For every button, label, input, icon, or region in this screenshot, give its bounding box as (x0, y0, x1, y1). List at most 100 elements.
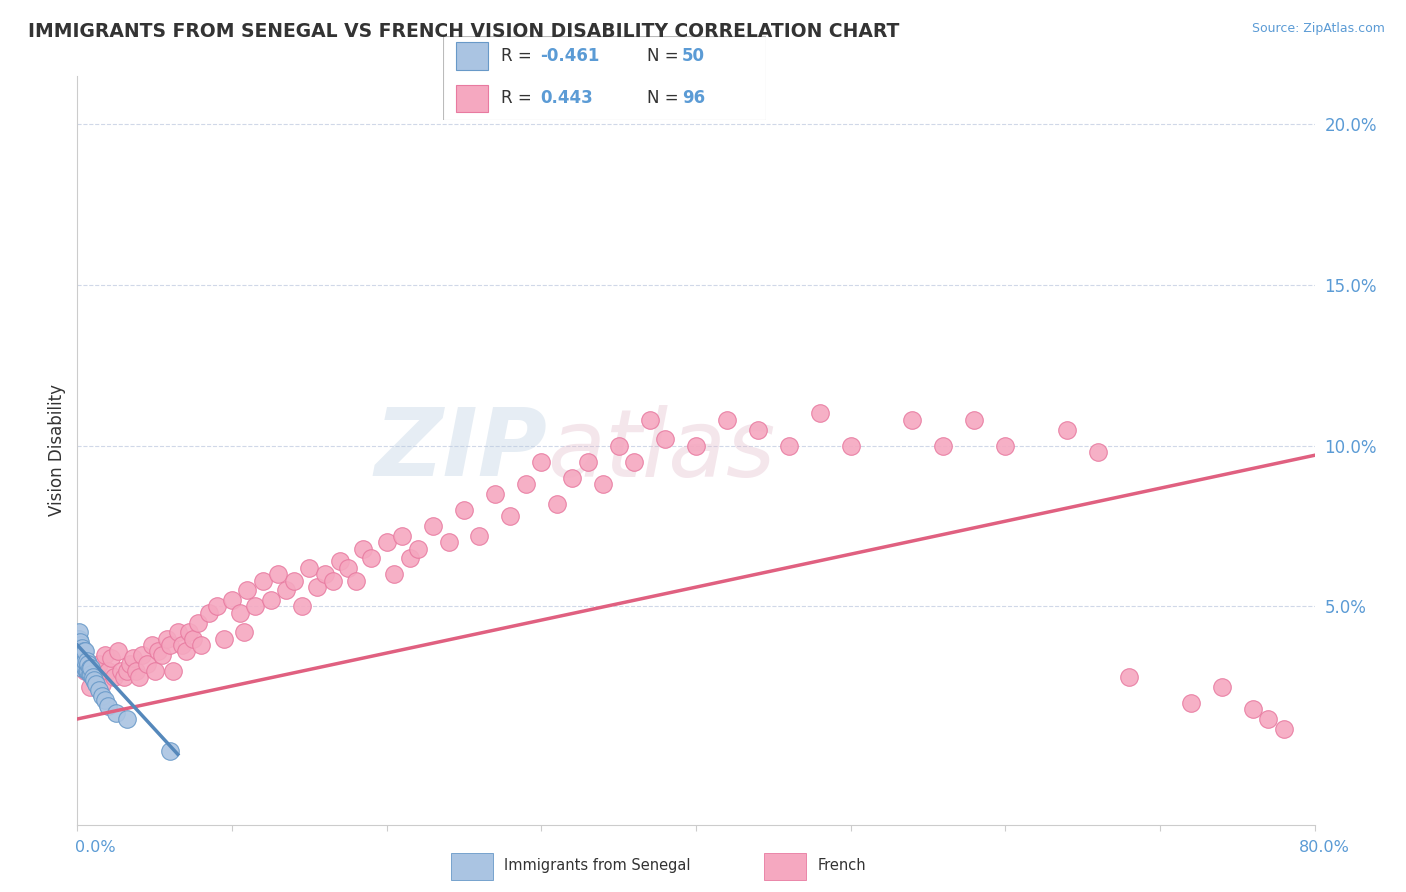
Point (67, 638, 90, 652)
Point (183, 632, 205, 646)
Point (100, 651, 122, 665)
Point (110, 664, 132, 678)
Point (70, 648, 93, 662)
Point (83, 673, 105, 688)
Point (79, 680, 101, 694)
Text: R =: R = (501, 89, 537, 107)
Point (79, 660, 101, 674)
Point (453, 503, 475, 517)
Point (245, 599, 267, 614)
Point (167, 625, 190, 640)
Text: 96: 96 (682, 89, 706, 107)
Point (70, 660, 93, 674)
Point (214, 632, 236, 646)
Text: 50: 50 (682, 47, 706, 65)
Point (72, 657, 94, 672)
Point (375, 535, 398, 549)
Point (91, 676, 114, 690)
Point (360, 551, 382, 566)
Point (115, 712, 138, 726)
Point (80, 667, 103, 681)
Text: 0.443: 0.443 (540, 89, 593, 107)
Text: 80.0%: 80.0% (1299, 839, 1350, 855)
Point (67, 625, 90, 640)
Point (499, 509, 522, 524)
Point (1087, 445, 1109, 459)
Point (994, 439, 1017, 453)
Point (685, 439, 707, 453)
Point (67, 644, 90, 658)
Point (406, 541, 429, 556)
Point (82, 670, 104, 684)
Point (91, 690, 114, 704)
Point (146, 644, 169, 658)
Point (778, 439, 800, 453)
Point (97, 699, 120, 714)
Point (69, 654, 91, 668)
Text: R =: R = (501, 47, 537, 65)
Point (530, 455, 553, 469)
Point (283, 574, 305, 588)
FancyBboxPatch shape (456, 43, 488, 70)
Point (136, 657, 159, 672)
Point (67, 641, 90, 656)
Point (87, 657, 110, 672)
Point (592, 477, 614, 491)
Point (75, 664, 96, 678)
Point (159, 744, 181, 758)
Point (77, 657, 100, 672)
Point (70, 644, 93, 658)
Point (291, 599, 314, 614)
Point (422, 519, 444, 533)
Point (156, 632, 179, 646)
Point (118, 657, 141, 672)
Point (260, 593, 283, 607)
Point (80, 660, 103, 674)
FancyBboxPatch shape (451, 853, 492, 880)
Point (112, 670, 135, 684)
Point (808, 407, 831, 421)
Point (221, 593, 243, 607)
Text: 0.0%: 0.0% (76, 839, 115, 855)
Point (314, 567, 336, 582)
Point (103, 670, 125, 684)
Point (352, 541, 374, 556)
Point (344, 574, 367, 588)
Point (228, 606, 252, 620)
Point (233, 625, 256, 640)
Point (107, 644, 129, 658)
Point (623, 455, 645, 469)
Point (437, 535, 460, 549)
Point (115, 664, 138, 678)
Point (69, 648, 91, 662)
FancyBboxPatch shape (456, 85, 488, 112)
Point (84, 664, 107, 678)
Point (128, 670, 150, 684)
Point (1180, 696, 1202, 710)
Point (561, 471, 583, 485)
Point (382, 567, 406, 582)
Point (515, 477, 537, 491)
Point (174, 644, 197, 658)
Point (77, 664, 100, 678)
Point (546, 496, 568, 510)
Text: ZIP: ZIP (374, 404, 547, 497)
FancyBboxPatch shape (443, 36, 766, 120)
Point (69, 641, 91, 656)
Point (1118, 670, 1140, 684)
Point (839, 439, 862, 453)
Point (143, 664, 166, 678)
Point (716, 413, 738, 427)
Text: atlas: atlas (547, 405, 776, 496)
Point (84, 676, 107, 690)
Point (747, 423, 769, 437)
Point (70, 654, 93, 668)
Point (190, 638, 212, 652)
Point (1241, 702, 1264, 716)
Point (1056, 423, 1078, 437)
Point (67, 638, 90, 652)
Point (79, 667, 101, 681)
Point (198, 606, 221, 620)
Point (276, 583, 298, 598)
Point (69, 644, 91, 658)
